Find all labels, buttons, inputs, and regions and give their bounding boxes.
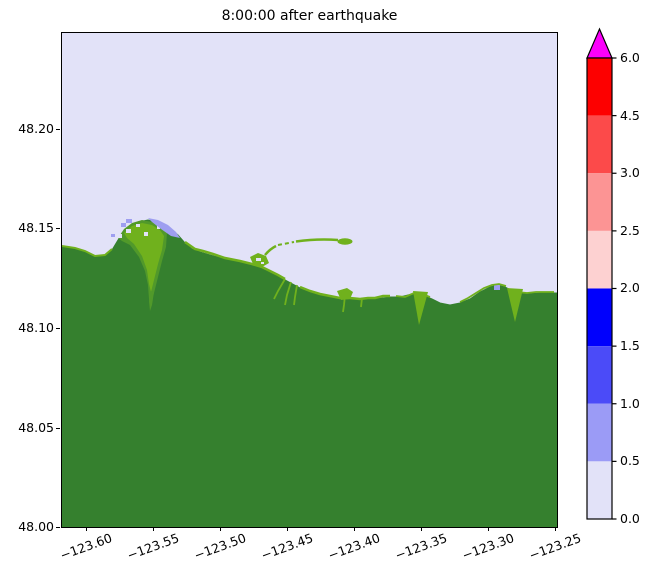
y-tick [56,129,60,131]
colorbar-segment [587,115,612,174]
colorbar-tick-label: 0.5 [620,453,640,468]
x-tick-label: −123.60 [57,530,115,563]
water-gap [256,258,261,261]
colorbar-tick-label: 6.0 [620,50,640,65]
water-gap [157,226,160,229]
water-gap [118,234,122,238]
y-tick-label: 48.15 [18,220,54,235]
x-tick [220,527,222,531]
river-valley [413,291,428,325]
colorbar-ticks [612,57,617,520]
stream [273,278,286,300]
x-tick [421,527,423,531]
colorbar-segment [587,58,612,116]
water-gap [144,232,148,236]
colorbar-segment [587,461,612,520]
x-tick-label: −123.55 [124,530,182,563]
y-tick-label: 48.00 [18,519,54,534]
coastline-edge [459,283,507,303]
flood-patch [121,223,126,227]
y-tick [56,328,60,330]
colorbar-tick-label: 3.0 [620,165,640,180]
x-tick-label: −123.50 [191,530,249,563]
colorbar-segment [587,346,612,404]
water-gap [261,262,264,264]
flood-patch [494,285,500,290]
y-tick [56,228,60,230]
coastline-edge [62,245,113,258]
colorbar-tick-label: 2.0 [620,280,640,295]
colorbar-tick-label: 1.5 [620,338,640,353]
x-tick-label: −123.35 [392,530,450,563]
colorbar-tick-label: 1.0 [620,396,640,411]
x-tick-label: −123.25 [526,530,584,563]
x-tick-label: −123.40 [325,530,383,563]
y-tick [56,527,60,529]
hill-lowland-tail [149,291,154,311]
spit-tip [337,238,353,245]
x-tick [354,527,356,531]
map-canvas [62,33,557,527]
y-tick-label: 48.10 [18,320,54,335]
flood-patch [111,234,115,237]
coastline-edge [184,240,286,281]
hill-lowland-bright [124,223,164,292]
colorbar-segment [587,403,612,462]
stream [293,284,298,306]
flood-patch [126,219,132,223]
y-tick-label: 48.20 [18,121,54,136]
stream [284,281,292,306]
spit-segment [295,238,339,243]
x-tick [488,527,490,531]
x-tick [153,527,155,531]
spit-segment [264,244,277,256]
y-tick-label: 48.05 [18,420,54,435]
plot-title: 8:00:00 after earthquake [221,8,398,24]
spit-segment-dashed [277,241,295,246]
river-valley [507,288,523,322]
x-tick [287,527,289,531]
x-tick-label: −123.30 [459,530,517,563]
colorbar-tick-label: 2.5 [620,223,640,238]
x-tick [555,527,557,531]
water-gap [136,224,140,227]
water-gap [126,229,131,233]
colorbar-tick-label: 0.0 [620,511,640,526]
flood-patch [148,218,180,238]
colorbar-segment [587,288,612,347]
y-tick [56,428,60,430]
x-tick [86,527,88,531]
colorbar-tick-label: 4.5 [620,108,640,123]
colorbar-segment [587,230,612,289]
colorbar-extend-triangle [586,27,613,59]
colorbar-segment [587,173,612,231]
x-tick-label: −123.45 [258,530,316,563]
coastline-edge [516,291,554,294]
colorbar [586,27,617,520]
stream [360,297,363,308]
map-axes [61,32,558,528]
shore-blob [337,288,353,300]
